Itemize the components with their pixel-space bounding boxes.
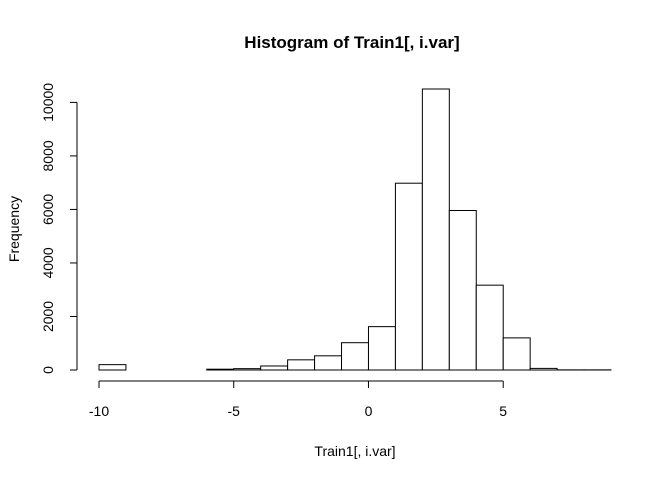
chart-title: Histogram of Train1[, i.var] [244,33,459,52]
histogram-bar [475,284,504,371]
histogram-bar [260,365,289,371]
histogram-bar [448,209,477,371]
histogram-bars [98,88,612,371]
histogram-bar [98,364,127,371]
histogram-bar [394,182,423,371]
y-tick-label: 2000 [40,301,56,332]
x-tick-label: 0 [365,403,373,419]
histogram-bar [314,355,343,371]
histogram-bar [529,367,558,371]
y-tick-label: 10000 [40,83,56,122]
y-tick-label: 4000 [40,247,56,278]
histogram-bar [287,359,316,371]
y-tick-label: 8000 [40,140,56,171]
x-axis-label: Train1[, i.var] [314,443,395,459]
x-tick-label: 5 [499,403,507,419]
y-axis: 0 2000 4000 6000 8000 10000 [40,83,78,374]
y-tick-label: 6000 [40,194,56,225]
histogram-bar [341,342,369,371]
y-tick-label: 0 [40,366,56,374]
histogram-bar [502,337,531,371]
y-axis-label: Frequency [6,196,22,262]
histogram-bar [421,88,450,371]
histogram-bar [367,326,396,371]
x-tick-label: -5 [228,403,241,419]
histogram-bar [233,368,262,371]
histogram-bar [206,368,235,371]
x-tick-label: -10 [89,403,109,419]
x-axis: -10 -5 0 5 [89,380,507,419]
